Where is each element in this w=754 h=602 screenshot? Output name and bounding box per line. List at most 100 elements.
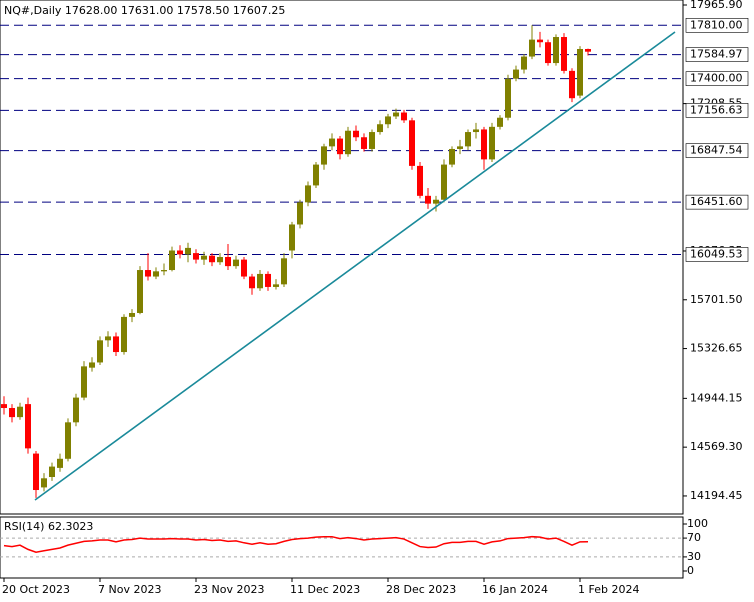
candle-body — [201, 255, 207, 260]
price-axis: 17965.9017208.5516076.3515701.5015326.65… — [683, 0, 749, 502]
candle-body — [305, 185, 311, 203]
chart-header: NQ#,Daily 17628.00 17631.00 17578.50 176… — [4, 4, 285, 17]
candle-body — [161, 270, 167, 272]
candles — [1, 25, 591, 498]
rsi-tick-label: 0 — [687, 564, 694, 577]
candle-body — [65, 422, 71, 459]
candle-body — [473, 129, 479, 133]
candle-body — [537, 39, 543, 43]
rsi-tick-label: 100 — [687, 517, 708, 530]
candle-body — [425, 195, 431, 204]
level-label-box — [685, 247, 749, 262]
candle-body — [313, 164, 319, 186]
candle-body — [217, 257, 223, 263]
candle-body — [497, 117, 503, 127]
candle-body — [57, 458, 63, 468]
rsi-panel — [0, 516, 684, 579]
rsi-header: RSI(14) 62.3023 — [4, 520, 93, 533]
candle-body — [457, 146, 463, 149]
candle-body — [417, 165, 423, 196]
candle-body — [9, 408, 15, 418]
candle-body — [449, 148, 455, 165]
candle-body — [281, 258, 287, 285]
candle-body — [137, 270, 143, 313]
level-label-box — [685, 143, 749, 158]
x-tick-label: 7 Nov 2023 — [98, 583, 161, 596]
rsi-tick-label: 70 — [687, 531, 701, 544]
levels — [0, 24, 683, 255]
candle-body — [441, 164, 447, 200]
y-tick-label: 15326.65 — [690, 342, 743, 355]
level-label: 17810.00 — [690, 18, 743, 31]
candle-body — [297, 202, 303, 225]
candle-body — [249, 276, 255, 289]
candle-body — [353, 130, 359, 138]
candle-body — [89, 362, 95, 368]
candle-body — [385, 116, 391, 125]
candle-body — [337, 138, 343, 155]
candle-body — [409, 120, 415, 166]
candle-body — [433, 199, 439, 204]
candle-body — [361, 137, 367, 149]
candle-body — [329, 138, 335, 147]
candle-body — [145, 270, 151, 277]
candle-body — [393, 112, 399, 117]
candle-body — [169, 250, 175, 271]
candle-body — [193, 253, 199, 260]
candle-body — [265, 273, 271, 287]
level-label: 17400.00 — [690, 72, 743, 85]
y-tick-label: 14569.30 — [690, 440, 743, 453]
candle-body — [513, 69, 519, 79]
candle-body — [73, 397, 79, 423]
candle-body — [209, 255, 215, 263]
level-label: 16451.60 — [690, 195, 743, 208]
candle-body — [577, 48, 583, 96]
candle-body — [401, 112, 407, 121]
candle-body — [113, 336, 119, 353]
level-label: 16847.54 — [690, 144, 743, 157]
level-label-box — [685, 71, 749, 86]
candle-body — [153, 271, 159, 277]
level-label: 17584.97 — [690, 48, 743, 61]
candle-body — [585, 48, 591, 52]
rsi-line — [3, 535, 589, 553]
candle-body — [545, 42, 551, 64]
x-tick-label: 28 Dec 2023 — [386, 583, 456, 596]
candle-body — [505, 78, 511, 118]
x-tick-label: 23 Nov 2023 — [194, 583, 264, 596]
level-label-box — [685, 103, 749, 118]
level-label-box — [685, 18, 749, 33]
candle-body — [465, 132, 471, 147]
level-label: 17156.63 — [690, 103, 743, 116]
time-axis: 20 Oct 2023 7 Nov 2023 23 Nov 2023 11 Dec 2… — [2, 578, 639, 596]
y-tick-label: 15701.50 — [690, 293, 743, 306]
level-label-box — [685, 47, 749, 62]
candle-body — [377, 124, 383, 133]
candle-body — [25, 404, 31, 449]
y-tick-label: 14944.15 — [690, 391, 743, 404]
candle-body — [521, 56, 527, 70]
candle-body — [233, 259, 239, 267]
rsi-tick-label: 30 — [687, 550, 701, 563]
candle-body — [529, 39, 535, 57]
candle-body — [321, 146, 327, 165]
x-tick-label: 16 Jan 2024 — [482, 583, 548, 596]
x-tick-label: 1 Feb 2024 — [578, 583, 639, 596]
candle-body — [225, 257, 231, 267]
candle-body — [273, 284, 279, 287]
y-tick-label: 17965.90 — [690, 0, 743, 11]
x-tick-label: 11 Dec 2023 — [290, 583, 360, 596]
candle-body — [105, 336, 111, 341]
candle-body — [369, 132, 375, 149]
candle-body — [33, 453, 39, 491]
candle-body — [129, 312, 135, 317]
candle-body — [289, 224, 295, 251]
candle-body — [345, 130, 351, 155]
candle-body — [1, 404, 7, 409]
level-label: 16049.53 — [690, 247, 743, 260]
y-tick-label: 14194.45 — [690, 489, 743, 502]
candle-body — [489, 126, 495, 160]
